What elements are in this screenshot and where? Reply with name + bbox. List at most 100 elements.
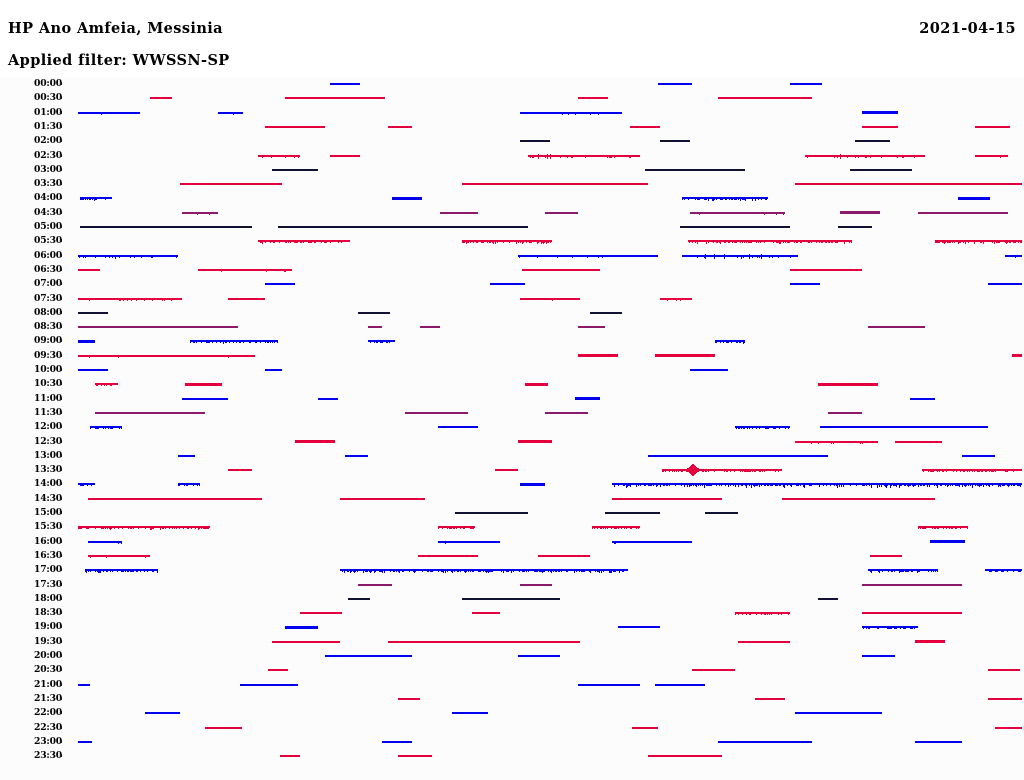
trace-segment xyxy=(522,268,600,272)
trace-noise xyxy=(795,437,878,448)
trace-segment xyxy=(358,311,390,314)
trace-noise xyxy=(85,566,158,577)
trace-segment xyxy=(790,283,820,286)
trace-segment xyxy=(330,83,360,85)
helicorder-row: 08:30 xyxy=(0,321,1024,335)
row-time-label: 22:00 xyxy=(34,707,62,719)
helicorder-row: 21:00 xyxy=(0,679,1024,693)
helicorder-row: 02:00 xyxy=(0,135,1024,149)
row-tick-mark xyxy=(60,325,62,329)
trace-segment xyxy=(605,512,660,514)
trace-segment xyxy=(660,297,692,300)
trace-segment xyxy=(975,125,1010,128)
helicorder-row: 00:30 xyxy=(0,92,1024,106)
helicorder-plot-area: 00:00 00:30 01:00 01:30 02:00 02:30 03:00 03:30… xyxy=(0,78,1024,780)
trace-segment xyxy=(388,125,412,128)
row-tick-mark xyxy=(60,511,62,514)
row-tick-mark xyxy=(60,196,62,200)
row-time-label: 11:30 xyxy=(34,406,62,418)
trace-segment xyxy=(662,469,782,472)
trace-segment xyxy=(985,569,1022,572)
helicorder-row: 11:00 xyxy=(0,393,1024,407)
helicorder-row: 01:30 xyxy=(0,121,1024,135)
row-time-label: 10:00 xyxy=(34,364,62,375)
trace-segment xyxy=(805,154,925,157)
row-tick-mark xyxy=(60,639,62,643)
row-tick-mark xyxy=(60,96,62,100)
row-tick-mark xyxy=(60,82,62,85)
trace-segment xyxy=(325,654,412,658)
trace-segment xyxy=(398,697,420,700)
row-time-label: 18:00 xyxy=(34,592,62,604)
trace-segment xyxy=(755,697,785,700)
row-tick-mark xyxy=(60,654,62,657)
row-tick-mark xyxy=(60,611,62,615)
trace-segment xyxy=(862,626,918,629)
trace-segment xyxy=(578,683,640,686)
trace-segment xyxy=(272,640,340,643)
row-time-label: 16:00 xyxy=(34,535,62,547)
row-tick-mark xyxy=(60,482,62,486)
trace-segment xyxy=(285,626,318,629)
trace-segment xyxy=(462,240,552,243)
trace-segment xyxy=(818,597,838,600)
page-title: HP Ano Amfeia, Messinia xyxy=(8,20,223,37)
trace-noise xyxy=(78,108,140,119)
row-tick-mark xyxy=(60,239,62,243)
row-tick-mark xyxy=(60,539,62,543)
trace-segment xyxy=(285,97,385,100)
trace-segment xyxy=(688,240,852,243)
trace-segment xyxy=(345,454,368,457)
trace-noise xyxy=(612,537,692,548)
trace-noise xyxy=(935,237,1022,248)
trace-segment xyxy=(578,97,608,100)
trace-segment xyxy=(78,483,95,486)
trace-segment xyxy=(545,211,578,214)
trace-segment xyxy=(280,755,300,758)
row-tick-mark xyxy=(60,739,62,743)
trace-noise xyxy=(1005,251,1022,262)
trace-segment xyxy=(405,411,468,414)
trace-segment xyxy=(648,454,828,457)
helicorder-row: 04:30 xyxy=(0,207,1024,221)
trace-segment xyxy=(272,168,318,171)
row-time-label: 01:00 xyxy=(34,106,62,118)
row-time-label: 23:30 xyxy=(34,750,62,762)
row-time-label: 06:00 xyxy=(34,249,62,261)
trace-noise xyxy=(735,423,790,434)
trace-segment xyxy=(590,311,622,314)
helicorder-row: 16:30 xyxy=(0,550,1024,564)
trace-noise xyxy=(868,566,938,577)
row-tick-mark xyxy=(60,139,62,143)
helicorder-row: 04:00 xyxy=(0,192,1024,206)
row-tick-mark xyxy=(60,124,62,128)
helicorder-row: 12:30 xyxy=(0,436,1024,450)
row-time-label: 22:30 xyxy=(34,721,62,733)
helicorder-row: 08:00 xyxy=(0,307,1024,321)
trace-segment xyxy=(738,640,790,643)
trace-segment xyxy=(388,640,580,643)
trace-segment xyxy=(692,669,735,672)
trace-segment xyxy=(818,383,878,386)
row-time-label: 02:00 xyxy=(34,135,62,147)
helicorder-row: 01:00 xyxy=(0,107,1024,121)
trace-noise xyxy=(660,294,692,305)
row-time-label: 01:30 xyxy=(34,120,62,132)
trace-segment xyxy=(318,397,338,400)
helicorder-row: 06:00 xyxy=(0,250,1024,264)
helicorder-row: 12:00 xyxy=(0,421,1024,435)
trace-segment xyxy=(78,683,90,686)
trace-noise xyxy=(462,237,552,248)
row-time-label: 08:00 xyxy=(34,306,62,318)
row-time-label: 07:30 xyxy=(34,292,62,304)
trace-noise xyxy=(78,351,255,362)
helicorder-row: 18:30 xyxy=(0,607,1024,621)
trace-segment xyxy=(418,554,478,557)
row-time-label: 17:30 xyxy=(34,578,62,590)
trace-segment xyxy=(868,569,938,572)
trace-segment xyxy=(78,354,255,357)
helicorder-row: 17:00 xyxy=(0,564,1024,578)
trace-noise xyxy=(78,480,95,491)
trace-segment xyxy=(490,283,525,286)
trace-segment xyxy=(655,354,715,357)
